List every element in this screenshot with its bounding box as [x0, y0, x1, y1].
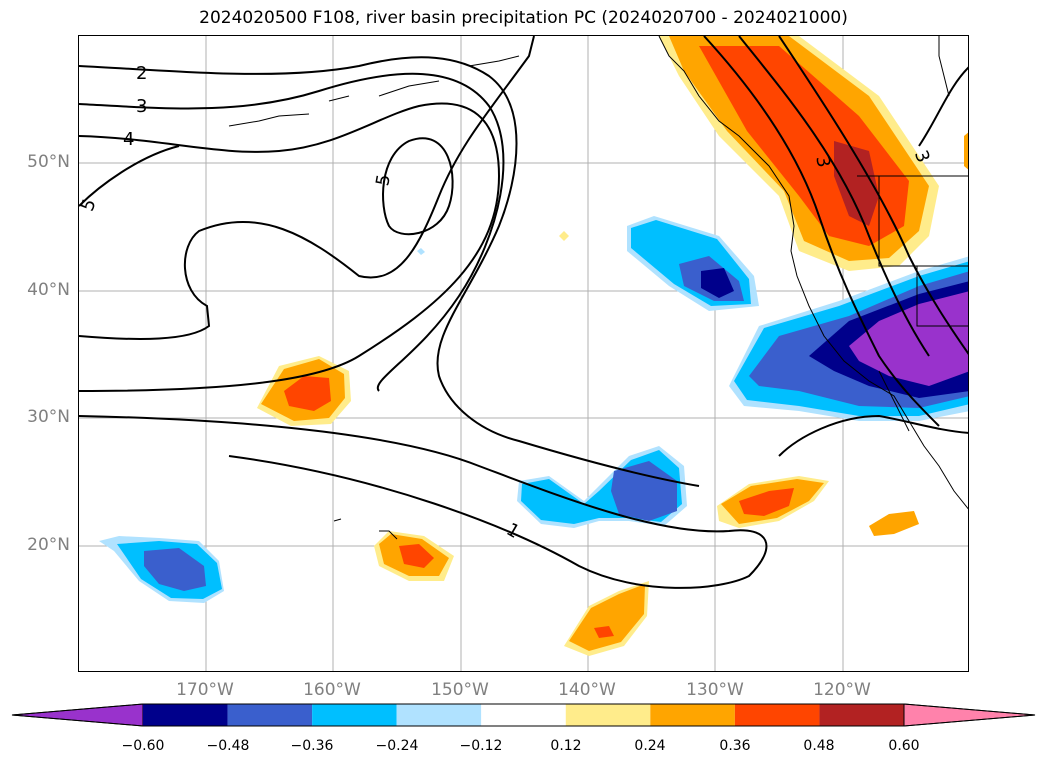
colorbar-segment: [481, 704, 566, 726]
precip-positive-edge: [964, 132, 968, 170]
precip-positive-dot: [559, 231, 569, 241]
colorbar-outline: [11, 703, 1036, 727]
lat-label-50n: 50°N: [27, 152, 70, 172]
contour-label: 2: [136, 63, 147, 84]
contour-label: 5: [79, 196, 101, 214]
lon-label-130w: 130°W: [686, 680, 744, 700]
colorbar-segment: [312, 704, 397, 726]
chart-title: 2024020500 F108, river basin precipitati…: [199, 8, 848, 28]
lon-label-160w: 160°W: [303, 680, 361, 700]
precip-negative-central: [517, 446, 687, 528]
colorbar-segment: [565, 704, 651, 726]
precip-negative-offshore-north: [627, 216, 759, 311]
colorbar-extend-high: [903, 703, 1036, 727]
lon-label-120w: 120°W: [813, 680, 871, 700]
contour-lines: [79, 36, 968, 589]
colorbar-tick: 0.60: [888, 738, 920, 754]
colorbar-segment: [650, 704, 735, 726]
precip-positive-hawaii: [374, 531, 454, 581]
colorbar-tick: −0.24: [375, 738, 419, 754]
lon-label-150w: 150°W: [431, 680, 489, 700]
precip-negative-southwest: [729, 256, 968, 421]
colorbar-tick: −0.36: [290, 738, 334, 754]
lat-label-20n: 20°N: [27, 535, 70, 555]
precip-positive-small-east: [869, 511, 919, 536]
colorbar-tick: −0.60: [121, 738, 165, 754]
colorbar-tick: 0.12: [550, 738, 582, 754]
colorbar-segment: [734, 704, 820, 726]
precip-positive-northwest: [659, 36, 939, 271]
precip-positive-south: [564, 581, 649, 656]
contour-label: 5: [372, 173, 395, 188]
colorbar-tick: 0.24: [634, 738, 666, 754]
colorbar-extend-low: [11, 703, 144, 727]
colorbar-tick: 0.36: [719, 738, 751, 754]
contour-label: 4: [123, 129, 134, 150]
contour-label: 3: [136, 96, 147, 117]
map-panel: 2 3 4 5 5 1 3 3: [78, 35, 969, 672]
map-canvas: 2 3 4 5 5 1 3 3: [79, 36, 968, 671]
colorbar-tick: −0.12: [459, 738, 503, 754]
lon-label-170w: 170°W: [176, 680, 234, 700]
colorbar-segment: [396, 704, 482, 726]
precip-negative-dot: [417, 248, 425, 255]
lat-label-40n: 40°N: [27, 280, 70, 300]
precip-positive-central: [257, 356, 351, 426]
contour-label: 3: [811, 154, 834, 169]
colorbar-segment: [143, 704, 228, 726]
colorbar-tick: −0.48: [206, 738, 250, 754]
contour-label: 1: [503, 519, 523, 543]
colorbar: [11, 703, 1036, 727]
colorbar-segment: [819, 704, 904, 726]
coastlines: [228, 36, 968, 540]
colorbar-tick: 0.48: [803, 738, 835, 754]
precip-positive-eastcentral: [717, 476, 829, 528]
colorbar-segment: [227, 704, 313, 726]
precip-negative-southwest-pacific: [99, 536, 224, 603]
lon-label-140w: 140°W: [558, 680, 616, 700]
lat-label-30n: 30°N: [27, 407, 70, 427]
